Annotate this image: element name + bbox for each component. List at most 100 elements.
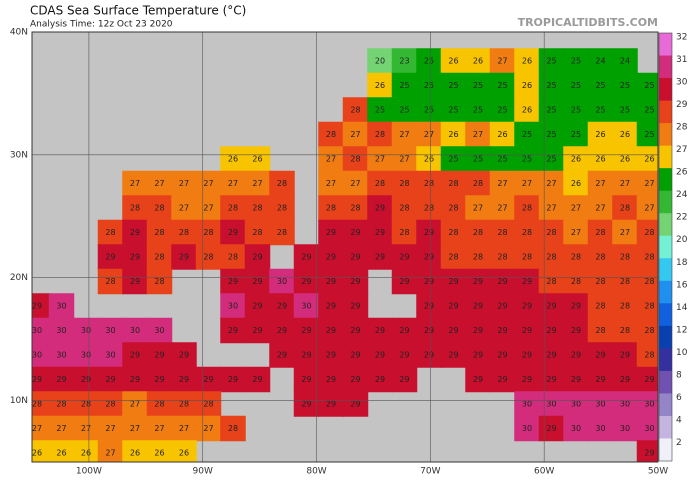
sst-cell <box>293 342 320 368</box>
sst-cell <box>636 415 658 442</box>
sst-value-label: 30 <box>571 424 581 433</box>
sst-value-label: 28 <box>105 277 115 286</box>
sst-cell <box>440 293 467 319</box>
sst-cell <box>97 219 124 246</box>
sst-value-label: 25 <box>424 81 434 90</box>
sst-value-label: 24 <box>595 57 605 66</box>
sst-cell <box>367 342 393 368</box>
sst-cell <box>636 317 658 344</box>
sst-cell <box>636 293 658 319</box>
sst-cell <box>342 170 369 197</box>
sst-cell <box>514 48 540 74</box>
y-tick-label: 40N <box>10 28 28 38</box>
sst-value-label: 30 <box>277 277 287 286</box>
sst-cell <box>416 72 442 99</box>
sst-value-label: 29 <box>620 375 630 384</box>
sst-cell <box>97 440 124 462</box>
sst-cell <box>514 146 540 172</box>
sst-value-label: 29 <box>473 351 483 360</box>
sst-value-label: 25 <box>522 130 532 139</box>
sst-cell <box>563 317 589 344</box>
sst-cell <box>465 195 491 221</box>
sst-value-label: 29 <box>497 302 507 311</box>
sst-cell <box>391 48 418 74</box>
sst-cell <box>514 97 540 123</box>
sst-cell <box>318 391 344 417</box>
sst-value-label: 25 <box>571 106 581 115</box>
sst-cell <box>318 146 344 172</box>
sst-cell <box>465 121 491 148</box>
sst-cell <box>122 415 148 442</box>
sst-cell <box>269 268 295 295</box>
sst-cell <box>195 170 222 197</box>
sst-cell <box>122 219 148 246</box>
sst-value-label: 29 <box>301 326 311 335</box>
sst-cell <box>416 268 442 295</box>
sst-cell <box>612 293 638 319</box>
sst-cell <box>391 97 418 123</box>
sst-cell <box>538 146 565 172</box>
sst-value-label: 27 <box>620 228 630 237</box>
sst-value-label: 25 <box>497 81 507 90</box>
sst-value-label: 29 <box>522 302 532 311</box>
x-tick-label: 60W <box>534 467 554 477</box>
sst-cell <box>342 219 369 246</box>
colorbar-tick-label: 27 <box>676 145 687 155</box>
sst-value-label: 28 <box>81 400 91 409</box>
sst-value-label: 29 <box>375 228 385 237</box>
colorbar-tick-label: 28 <box>676 123 688 133</box>
sst-value-label: 28 <box>522 228 532 237</box>
sst-value-label: 27 <box>620 179 630 188</box>
sst-cell <box>146 268 173 295</box>
sst-cell <box>220 170 246 197</box>
sst-cell <box>489 366 516 393</box>
sst-value-label: 25 <box>473 155 483 164</box>
sst-cell <box>146 366 173 393</box>
sst-value-label: 29 <box>375 326 385 335</box>
sst-cell <box>636 244 658 270</box>
sst-cell <box>342 244 369 270</box>
sst-value-label: 28 <box>375 130 385 139</box>
sst-cell <box>538 415 565 442</box>
sst-cell <box>612 72 638 99</box>
y-tick-label: 30N <box>10 150 28 160</box>
sst-cell <box>587 48 614 74</box>
sst-cell <box>416 342 442 368</box>
sst-value-label: 29 <box>56 375 66 384</box>
colorbar-segment <box>659 145 672 169</box>
sst-cell <box>489 72 516 99</box>
sst-value-label: 25 <box>546 57 556 66</box>
sst-cell <box>612 195 638 221</box>
sst-value-label: 28 <box>522 253 532 262</box>
sst-value-label: 29 <box>399 375 409 384</box>
sst-value-label: 26 <box>228 155 238 164</box>
sst-value-label: 29 <box>130 277 140 286</box>
sst-value-label: 25 <box>546 130 556 139</box>
sst-cell <box>587 391 614 417</box>
sst-value-label: 28 <box>203 228 213 237</box>
sst-cell <box>146 195 173 221</box>
colorbar-frame <box>658 32 673 462</box>
sst-value-label: 29 <box>301 400 311 409</box>
sst-cell <box>32 440 50 462</box>
sst-cell <box>32 317 50 344</box>
sst-cell <box>563 97 589 123</box>
sst-cell <box>612 415 638 442</box>
sst-value-label: 28 <box>473 179 483 188</box>
sst-cell <box>48 293 75 319</box>
sst-cell <box>514 342 540 368</box>
colorbar-segment <box>659 370 672 394</box>
sst-value-label: 28 <box>105 400 115 409</box>
sst-cell <box>465 244 491 270</box>
sst-cell <box>538 195 565 221</box>
sst-value-label: 28 <box>203 400 213 409</box>
sst-cell <box>514 366 540 393</box>
sst-cell <box>587 170 614 197</box>
sst-value-label: 28 <box>595 326 605 335</box>
colorbar-tick-label: 4 <box>676 415 682 425</box>
sst-value-label: 29 <box>252 375 262 384</box>
sst-cell <box>440 97 467 123</box>
sst-cell <box>465 366 491 393</box>
sst-value-label: 29 <box>571 302 581 311</box>
